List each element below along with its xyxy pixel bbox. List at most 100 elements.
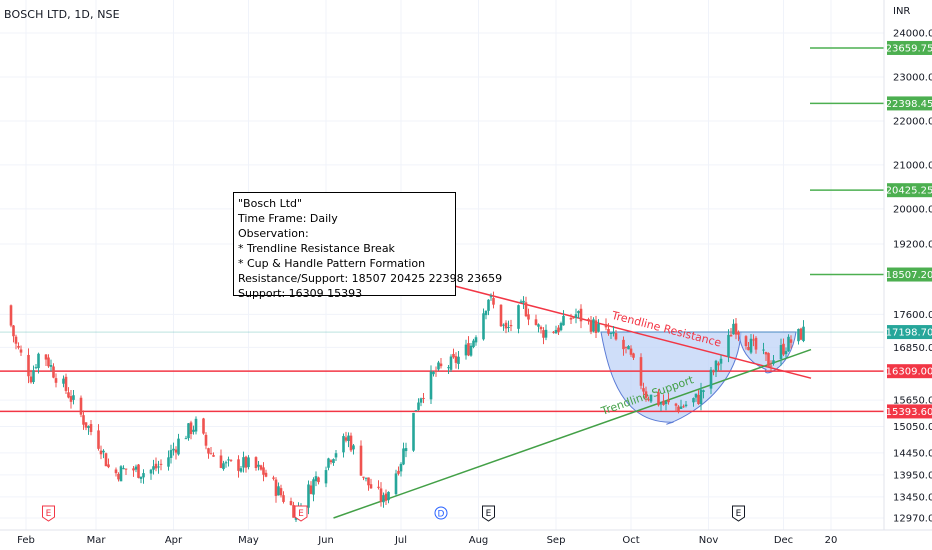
candle-body (124, 468, 128, 470)
candle-body (107, 464, 110, 468)
candle-body (329, 460, 333, 463)
note-line: Observation: (238, 227, 309, 240)
candle-body (47, 357, 50, 367)
candle-body (589, 320, 593, 332)
candle-body (414, 410, 418, 412)
candle-body (522, 300, 525, 303)
candle-body (212, 455, 215, 457)
candle-body (29, 376, 33, 383)
level-badge (887, 183, 932, 198)
candle-body (554, 329, 558, 334)
level-badge (887, 404, 932, 419)
candle-body (799, 328, 803, 340)
candle-body (509, 324, 513, 327)
earnings-marker-label: E (736, 509, 742, 519)
candle-body (642, 388, 645, 392)
candle-body (17, 345, 20, 348)
earnings-marker[interactable] (482, 505, 495, 522)
candle-body (402, 448, 405, 465)
candle-body (122, 468, 125, 470)
candle-body (439, 363, 443, 367)
candle-body (537, 324, 540, 327)
earnings-marker[interactable] (732, 505, 745, 522)
candle-body (719, 358, 723, 364)
candle-body (579, 308, 583, 322)
candle-body (577, 311, 580, 314)
candle-body (347, 435, 350, 441)
candle-body (562, 315, 565, 326)
candle-body (172, 448, 175, 451)
candle-body (542, 330, 545, 338)
candle-body (469, 345, 473, 356)
candle-body (292, 505, 295, 518)
candle-body (194, 418, 198, 432)
candle-body (472, 340, 475, 348)
price-tick-label: 12970.00 (893, 514, 932, 525)
last-price-badge (887, 325, 932, 340)
note-line: "Bosch Ltd" (238, 197, 303, 210)
candle-body (72, 395, 75, 400)
candle-body (14, 336, 18, 344)
candle-body (452, 353, 455, 358)
candle-body (737, 332, 740, 335)
candle-body (242, 457, 245, 468)
price-tick-label: 19200.00 (893, 240, 932, 251)
candle-body (682, 406, 685, 408)
candle-body (772, 360, 775, 364)
candle-body (62, 378, 65, 384)
candle-body (734, 323, 738, 335)
time-tick-label: Aug (469, 535, 489, 546)
level-badge-label: 15393.60 (886, 407, 932, 418)
candle-body (202, 418, 205, 434)
candle-body (802, 326, 805, 342)
candle-body (82, 415, 85, 425)
candle-body (157, 466, 160, 468)
candle-body (274, 479, 278, 496)
candle-body (257, 464, 260, 467)
observation-note: "Bosch Ltd" Time Frame: Daily Observatio… (233, 192, 502, 300)
candle-body (744, 336, 748, 347)
candle-body (69, 396, 73, 402)
note-line: * Cup & Handle Pattern Formation (238, 257, 426, 270)
last-price-badge-label: 17198.70 (886, 328, 932, 339)
candle-body (52, 366, 55, 378)
candle-body (349, 435, 353, 451)
candle-body (334, 453, 338, 458)
dividend-marker[interactable] (434, 506, 448, 520)
candle-body (307, 484, 310, 508)
level-badge (887, 267, 932, 282)
candle-body (519, 301, 523, 303)
candle-body (694, 393, 698, 398)
price-tick-label: 22000.00 (893, 116, 932, 127)
candle-body (204, 434, 208, 446)
price-tick-label: 20000.00 (893, 204, 932, 215)
earnings-marker[interactable] (42, 505, 55, 522)
candle-body (727, 334, 730, 357)
candle-body (697, 394, 700, 405)
earnings-marker[interactable] (294, 505, 308, 522)
trendline-resistance (428, 278, 812, 379)
candle-body (419, 398, 423, 403)
candle-body (367, 477, 370, 486)
chart-title: BOSCH LTD, 1D, NSE (4, 8, 120, 21)
candle-body (592, 319, 595, 332)
candle-body (764, 352, 768, 355)
candle-body (364, 477, 368, 479)
candle-body (97, 430, 100, 449)
price-tick-label: 14450.00 (893, 448, 932, 459)
time-tick-label: May (238, 535, 259, 546)
candle-body (309, 485, 313, 494)
level-badge-label: 22398.45 (886, 99, 932, 110)
candle-body (167, 457, 170, 467)
candle-body (399, 463, 403, 472)
candle-body (187, 423, 190, 439)
candle-body (159, 463, 163, 465)
candle-body (594, 320, 598, 333)
candle-body (762, 349, 765, 351)
candle-body (169, 450, 173, 458)
time-tick-label: Apr (165, 535, 183, 546)
candle-body (247, 457, 250, 468)
earnings-marker-label: E (298, 509, 304, 519)
level-badge-label: 18507.20 (886, 270, 932, 281)
